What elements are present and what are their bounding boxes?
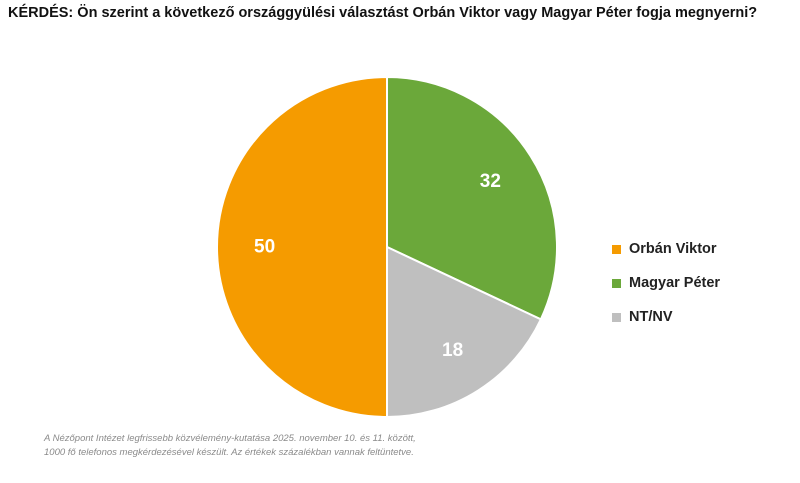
source-line-1: A Nézőpont Intézet legfrissebb közvélemé… bbox=[44, 433, 416, 444]
pie-slice-nt-nv bbox=[386, 245, 543, 419]
chart-title: KÉRDÉS: Ön szerint a következő országgyü… bbox=[8, 5, 758, 21]
legend-item-nt-nv: NT/NV bbox=[612, 300, 720, 334]
legend-label-magyar-peter: Magyar Péter bbox=[629, 275, 721, 291]
legend-label-nt-nv: NT/NV bbox=[629, 309, 673, 325]
pie-slice-orb-n-viktor bbox=[216, 75, 388, 419]
legend-item-orban-viktor: Orbán Viktor bbox=[612, 232, 720, 266]
legend-swatch-orban-viktor bbox=[612, 244, 621, 254]
legend-item-magyar-peter: Magyar Péter bbox=[612, 266, 720, 300]
legend-label-orban-viktor: Orbán Viktor bbox=[629, 241, 717, 257]
legend: Orbán Viktor Magyar Péter NT/NV bbox=[612, 232, 720, 334]
source-note: A Nézőpont Intézet legfrissebb közvélemé… bbox=[44, 432, 416, 460]
data-label-magyar-p-ter: 32 bbox=[480, 171, 501, 192]
pie-slice-magyar-p-ter bbox=[386, 75, 558, 321]
legend-swatch-magyar-peter bbox=[612, 278, 621, 288]
data-label-nt-nv: 18 bbox=[442, 340, 463, 361]
source-line-2: 1000 fő telefonos megkérdezésével készül… bbox=[44, 447, 414, 458]
data-label-orb-n-viktor: 50 bbox=[254, 237, 275, 258]
legend-swatch-nt-nv bbox=[612, 312, 621, 322]
